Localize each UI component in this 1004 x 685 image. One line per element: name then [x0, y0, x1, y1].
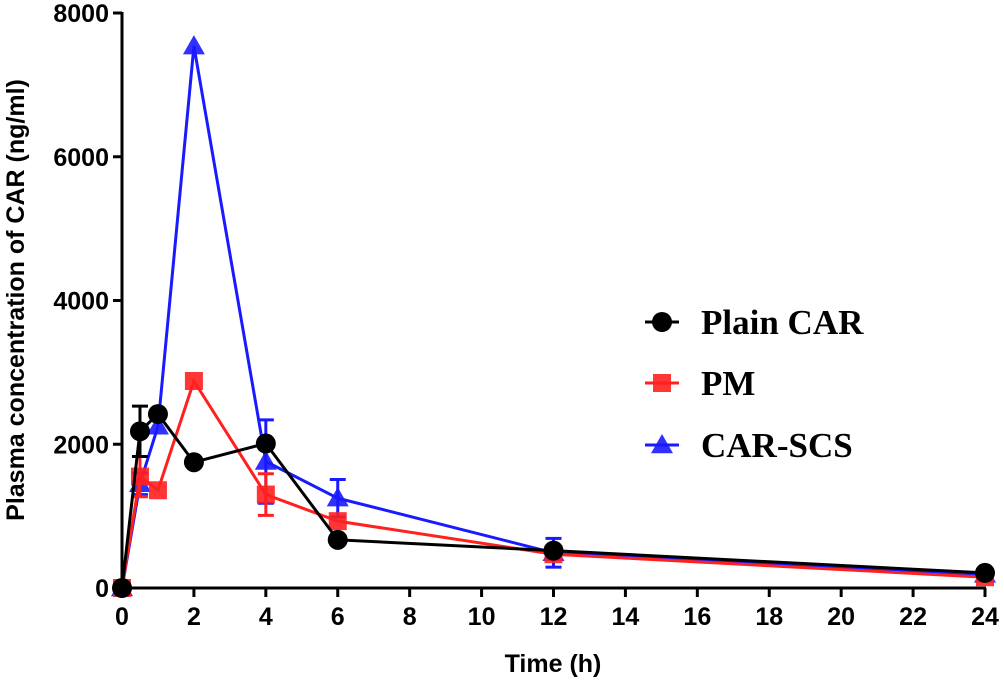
- data-point-car-scs: [326, 487, 349, 507]
- data-point-plain-car: [129, 421, 150, 442]
- data-point-plain-car: [255, 433, 276, 454]
- legend-item-car-scs: CAR-SCS: [645, 426, 853, 465]
- x-tick-label: 24: [971, 603, 999, 631]
- x-tick-label: 18: [755, 603, 783, 631]
- data-point-pm: [256, 485, 275, 504]
- x-tick-label: 4: [259, 603, 273, 631]
- x-tick-label: 12: [540, 603, 568, 631]
- y-tick-label: 4000: [53, 288, 109, 316]
- x-axis-ticks: 0 2 4 6 8 10 12 14 16 18 20 22 24: [115, 588, 999, 631]
- legend-item-pm: PM: [645, 364, 755, 403]
- x-tick-label: 22: [899, 603, 927, 631]
- x-tick-label: 20: [827, 603, 855, 631]
- x-tick-label: 6: [331, 603, 345, 631]
- y-tick-label: 2000: [53, 431, 109, 459]
- legend-marker-pm: [653, 374, 671, 392]
- y-tick-label: 0: [95, 575, 109, 603]
- x-axis-title: Time (h): [505, 650, 602, 678]
- data-point-pm: [148, 481, 167, 500]
- data-point-pm: [328, 512, 347, 531]
- series-layer: [111, 35, 996, 598]
- x-tick-label: 0: [115, 603, 129, 631]
- x-tick-label: 8: [403, 603, 417, 631]
- legend: Plain CAR PM CAR-SCS: [645, 303, 864, 465]
- legend-item-plain-car: Plain CAR: [645, 303, 864, 342]
- legend-label: CAR-SCS: [701, 426, 853, 465]
- legend-label: PM: [701, 364, 755, 403]
- data-point-car-scs: [146, 415, 169, 435]
- y-axis-ticks: 0 2000 4000 6000 8000: [53, 0, 122, 603]
- data-point-car-scs: [254, 450, 277, 470]
- y-axis-title: Plasma concentration of CAR (ng/ml): [2, 79, 30, 521]
- y-tick-label: 8000: [53, 0, 109, 28]
- data-point-plain-car: [147, 404, 168, 425]
- x-tick-label: 16: [683, 603, 711, 631]
- data-point-plain-car: [183, 452, 204, 473]
- series-plain-car: [112, 404, 995, 598]
- legend-label: Plain CAR: [701, 303, 864, 342]
- data-point-plain-car: [975, 562, 995, 583]
- x-tick-label: 14: [612, 603, 640, 631]
- data-point-car-scs: [182, 35, 205, 55]
- legend-marker-plain-car: [652, 312, 672, 332]
- y-tick-label: 6000: [53, 144, 109, 172]
- legend-marker-car-scs: [651, 434, 673, 454]
- data-point-pm: [184, 372, 203, 390]
- data-point-plain-car: [543, 540, 564, 561]
- data-point-plain-car: [327, 529, 348, 550]
- x-tick-label: 10: [468, 603, 496, 631]
- x-tick-label: 2: [187, 603, 201, 631]
